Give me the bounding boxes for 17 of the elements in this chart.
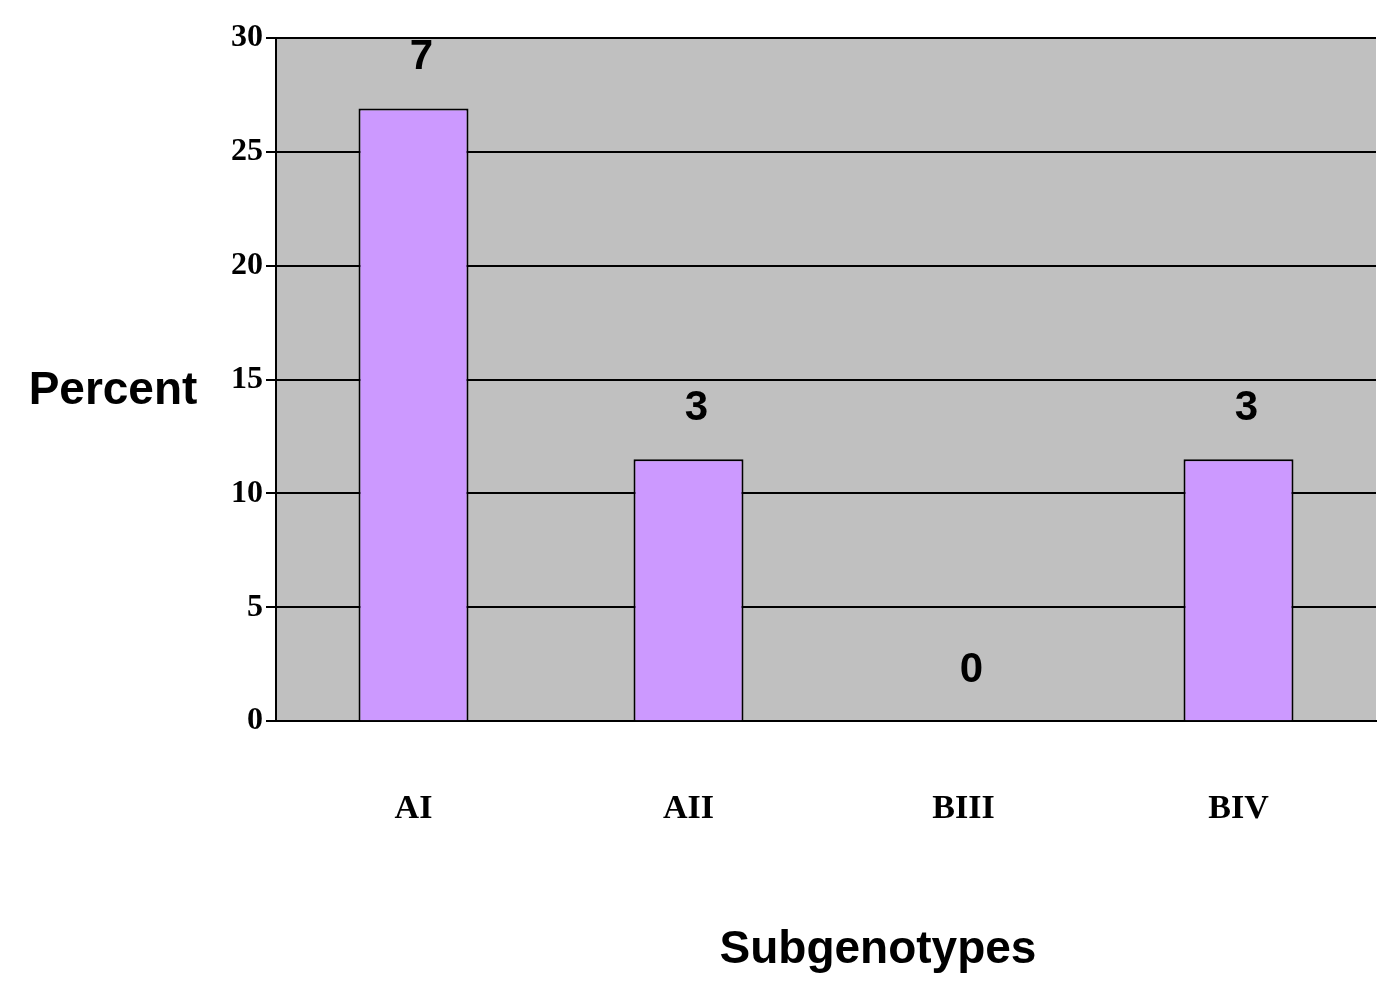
y-tick-label: 5 bbox=[247, 586, 263, 623]
annotation: 3 bbox=[684, 381, 709, 429]
y-tick-label: 20 bbox=[231, 245, 263, 281]
x-tick-label: AII bbox=[662, 788, 715, 826]
y-axis-title: Percent bbox=[28, 362, 198, 415]
x-tick-label: BIV bbox=[1208, 788, 1270, 826]
annotation: 7 bbox=[409, 31, 434, 79]
y-tick-label: 30 bbox=[231, 17, 263, 54]
x-tick-label: AI bbox=[394, 788, 433, 826]
y-tick-label: 10 bbox=[231, 472, 263, 509]
y-tick-label: 0 bbox=[247, 700, 263, 737]
annotation: 3 bbox=[1234, 381, 1259, 429]
x-tick-label: BIII bbox=[932, 788, 995, 826]
y-tick-label: 25 bbox=[231, 131, 263, 168]
y-tick-label: 15 bbox=[231, 358, 263, 395]
x-axis-title: Subgenotypes bbox=[719, 920, 1037, 973]
annotation: 0 bbox=[959, 643, 984, 691]
